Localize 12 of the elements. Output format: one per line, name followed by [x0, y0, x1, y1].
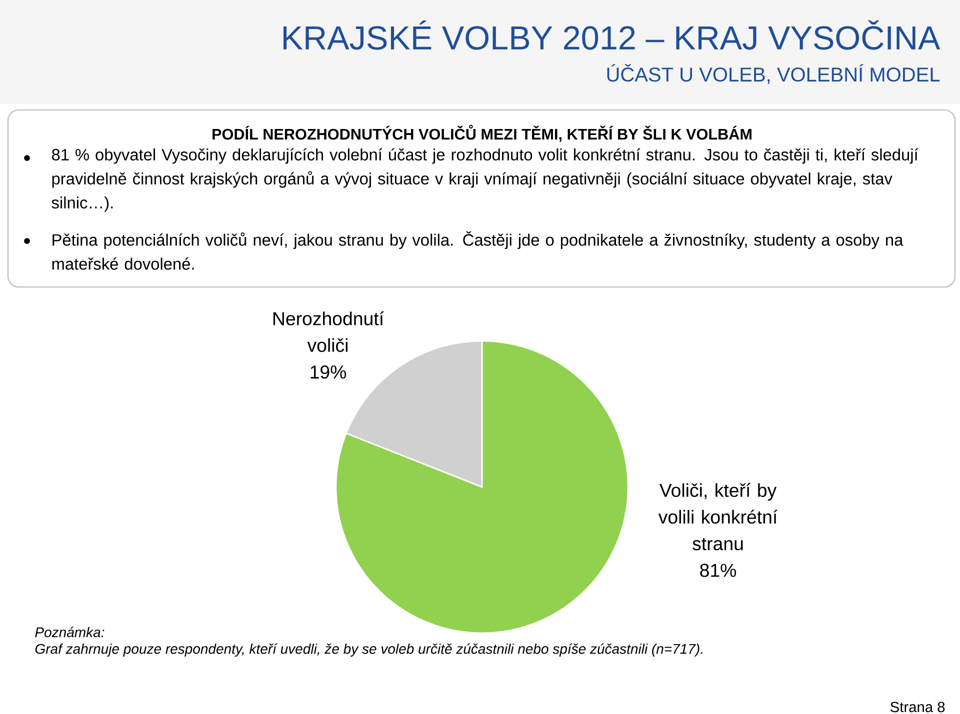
- text: PODÍL NEROZHODNUTÝCH VOLIČŮ MEZI TĚMI, KTEŘÍ BY ŠLI K VOLBÁM: [212, 124, 752, 142]
- text: Graf zahrnuje pouze respondenty, kteří uvedli, že by se voleb určitě zúčastnili nebo spíše zúčastnili (n=717).: [35, 643, 702, 657]
- text: Pětina potenciálních voličů neví, jakou stranu by volila. Častěji jde o podnikatele a živnostníky, studenty a osoby na mateřské dovolené.: [52, 231, 904, 270]
- slice-label: Nerozhodnutí voliči: [273, 311, 384, 352]
- chart-subtitle: ÚČAST U VOLEB, VOLEBNÍ MODEL: [607, 64, 940, 84]
- slice-label: Voliči, kteří by volili konkrétní stranu: [658, 483, 778, 550]
- data-label: 19%: [310, 365, 346, 379]
- data-label: 81%: [700, 564, 736, 577]
- text: 81 % obyvatel Vysočiny deklarujících volební účast je rozhodnuto volit konkrétní stranu. Jsou to častěji ti, kteří sledují pravidelně činnost krajských orgánů a vývoj situace v kraji vnímají negativněji (sociální situace obyvatel kraje, stav silnic…).: [52, 148, 918, 212]
- chart-title: KRAJSKÉ VOLBY 2012 – KRAJ VYSOČINA: [283, 20, 940, 50]
- text: Poznámka:: [35, 626, 104, 638]
- text: Strana 8: [890, 702, 945, 712]
